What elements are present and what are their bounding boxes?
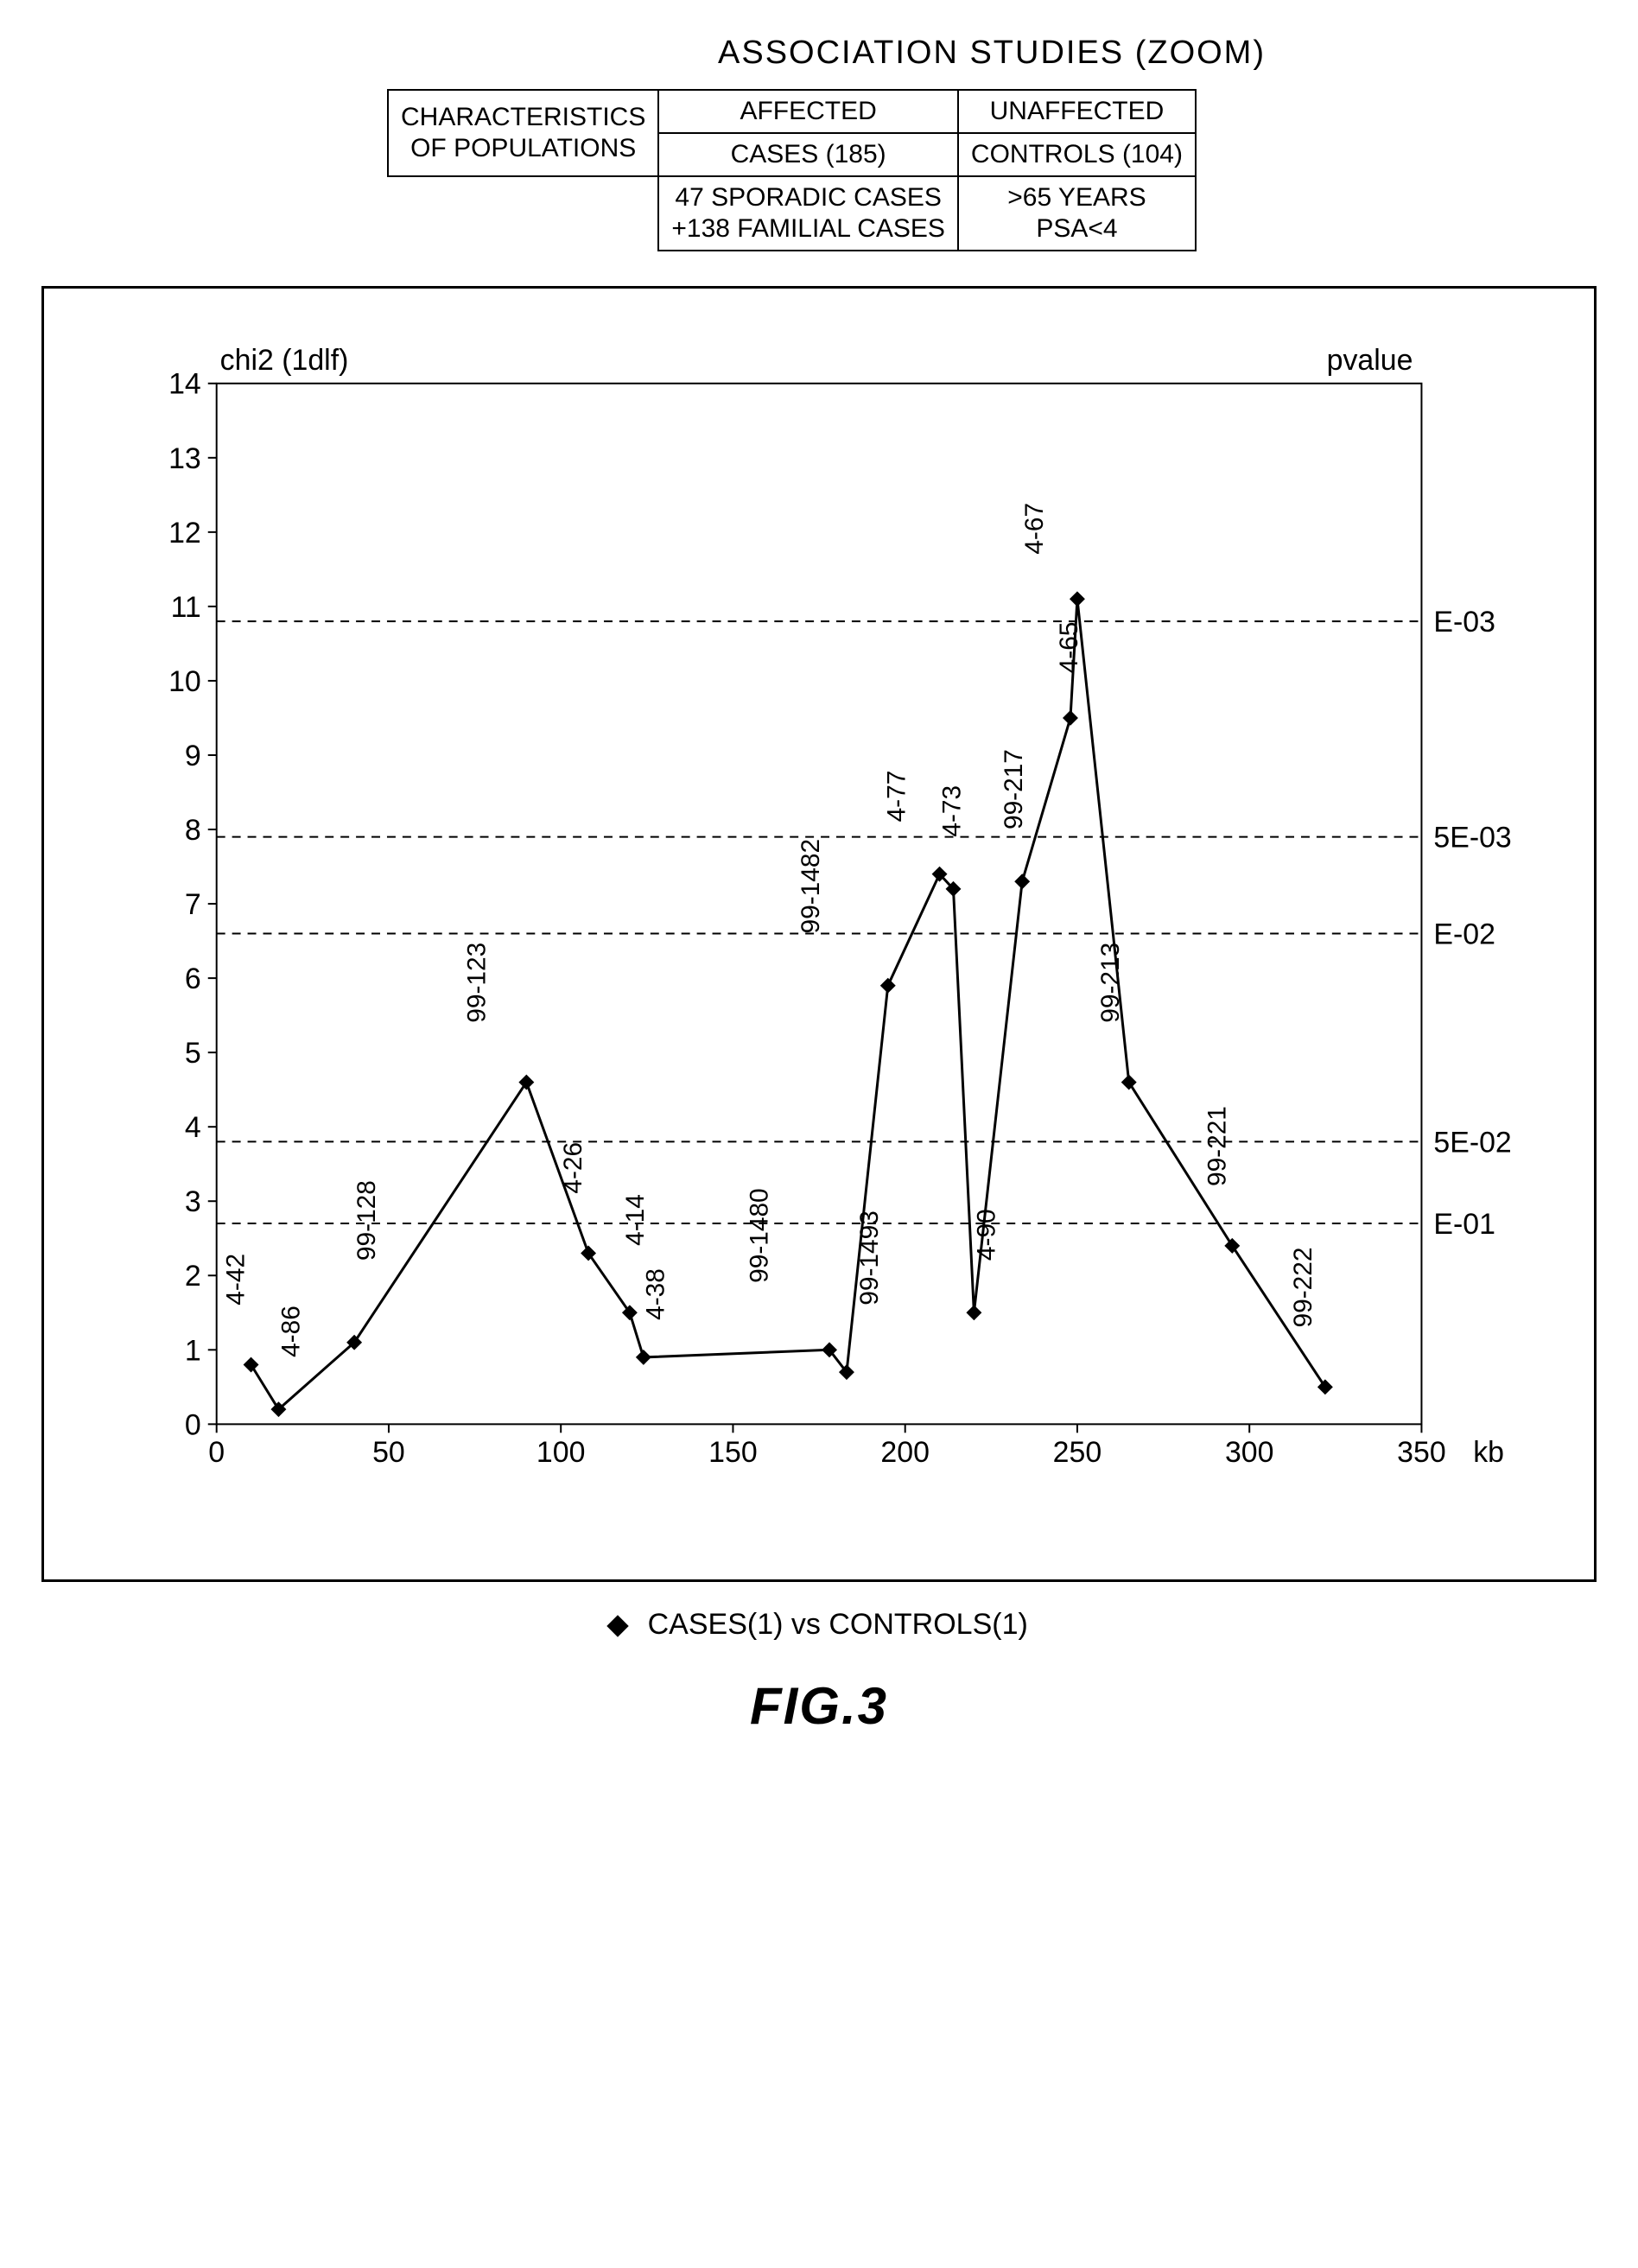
svg-text:300: 300 (1225, 1436, 1274, 1469)
table-cell-characteristics: CHARACTERISTICS OF POPULATIONS (388, 90, 658, 176)
svg-text:4-42: 4-42 (222, 1254, 251, 1306)
table-cell-cases: CASES (185) (658, 133, 958, 176)
svg-text:99-128: 99-128 (352, 1180, 381, 1261)
svg-text:99-1493: 99-1493 (855, 1210, 884, 1306)
text: CHARACTERISTICS (401, 103, 645, 131)
table-cell-unaffected-header: UNAFFECTED (958, 90, 1196, 133)
svg-text:7: 7 (185, 888, 201, 921)
svg-text:pvalue: pvalue (1327, 344, 1413, 377)
svg-text:0: 0 (208, 1436, 225, 1469)
svg-text:10: 10 (168, 665, 201, 698)
figure-label: FIG.3 (41, 1676, 1597, 1736)
svg-text:99-213: 99-213 (1096, 943, 1125, 1023)
svg-text:4-67: 4-67 (1020, 503, 1049, 555)
svg-text:99-1482: 99-1482 (797, 839, 825, 934)
svg-text:99-217: 99-217 (1000, 749, 1028, 829)
svg-text:4-65: 4-65 (1055, 622, 1083, 674)
svg-text:8: 8 (185, 814, 201, 847)
svg-text:250: 250 (1053, 1436, 1102, 1469)
table-cell-controls: CONTROLS (104) (958, 133, 1196, 176)
svg-text:4-90: 4-90 (972, 1209, 1000, 1261)
svg-text:5E-02: 5E-02 (1433, 1126, 1511, 1159)
table-cell-affected-header: AFFECTED (658, 90, 958, 133)
svg-text:200: 200 (880, 1436, 930, 1469)
svg-text:4-38: 4-38 (642, 1268, 670, 1320)
diamond-icon (606, 1615, 628, 1636)
svg-text:99-123: 99-123 (463, 943, 492, 1023)
chart-container: 0123456789101112131405010015020025030035… (41, 286, 1597, 1582)
svg-text:99-1480: 99-1480 (745, 1188, 773, 1283)
svg-text:2: 2 (185, 1260, 201, 1293)
legend-text: CASES(1) vs CONTROLS(1) (648, 1608, 1028, 1641)
text: OF POPULATIONS (410, 134, 636, 162)
chart-svg: 0123456789101112131405010015020025030035… (148, 340, 1525, 1493)
svg-text:14: 14 (168, 368, 201, 401)
text: PSA<4 (1036, 214, 1117, 243)
text: >65 YEARS (1007, 183, 1146, 212)
svg-text:6: 6 (185, 962, 201, 995)
plot-area: 0123456789101112131405010015020025030035… (148, 340, 1525, 1493)
svg-text:E-03: E-03 (1433, 606, 1495, 638)
svg-text:E-02: E-02 (1433, 918, 1495, 950)
svg-text:3: 3 (185, 1185, 201, 1218)
svg-text:4-73: 4-73 (937, 785, 966, 837)
svg-text:chi2 (1dlf): chi2 (1dlf) (220, 344, 349, 377)
svg-text:12: 12 (168, 517, 201, 550)
svg-text:11: 11 (171, 591, 201, 624)
svg-text:50: 50 (372, 1436, 405, 1469)
svg-text:E-01: E-01 (1433, 1208, 1495, 1241)
text: 47 SPORADIC CASES (675, 183, 941, 212)
text: +138 FAMILIAL CASES (671, 214, 945, 243)
svg-text:5: 5 (185, 1037, 201, 1070)
svg-text:150: 150 (708, 1436, 758, 1469)
svg-text:0: 0 (185, 1408, 201, 1441)
svg-text:4-14: 4-14 (621, 1194, 650, 1246)
svg-text:4-86: 4-86 (276, 1306, 305, 1357)
page-title: ASSOCIATION STUDIES (ZOOM) (387, 35, 1597, 72)
svg-text:350: 350 (1397, 1436, 1446, 1469)
svg-text:4-77: 4-77 (883, 771, 911, 823)
svg-text:13: 13 (168, 442, 201, 475)
table-cell-cases-detail: 47 SPORADIC CASES +138 FAMILIAL CASES (658, 176, 958, 251)
svg-text:kb: kb (1473, 1436, 1504, 1469)
table-cell-controls-detail: >65 YEARS PSA<4 (958, 176, 1196, 251)
svg-text:4-26: 4-26 (559, 1142, 587, 1194)
svg-text:9: 9 (185, 740, 201, 772)
svg-text:100: 100 (536, 1436, 586, 1469)
svg-text:5E-03: 5E-03 (1433, 822, 1511, 854)
characteristics-table: CHARACTERISTICS OF POPULATIONS AFFECTED … (387, 89, 1197, 251)
svg-text:4: 4 (185, 1111, 201, 1144)
svg-text:99-222: 99-222 (1289, 1248, 1317, 1328)
svg-text:99-221: 99-221 (1203, 1106, 1231, 1186)
svg-text:1: 1 (185, 1334, 201, 1367)
chart-legend: CASES(1) vs CONTROLS(1) (41, 1608, 1597, 1642)
